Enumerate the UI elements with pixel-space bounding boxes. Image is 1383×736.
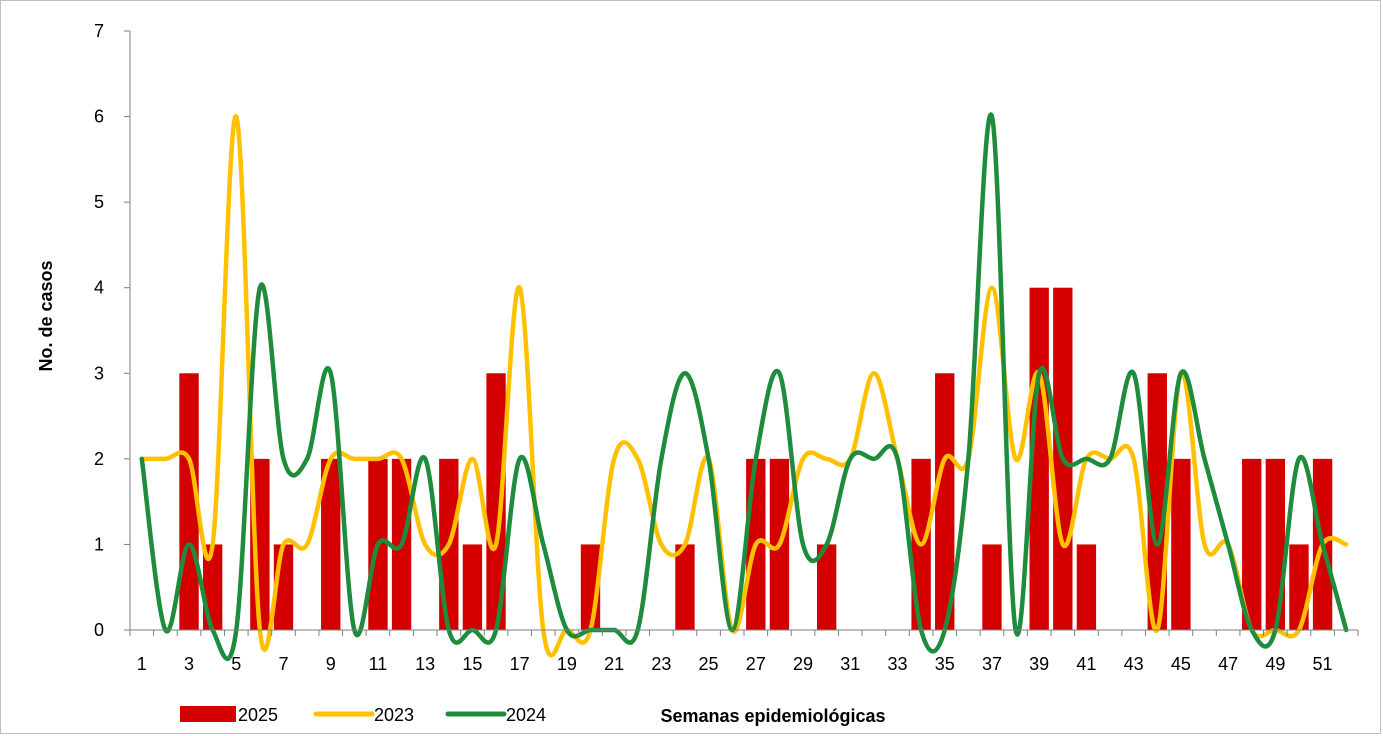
x-tick-label-31: 31	[840, 654, 860, 674]
y-tick-label-1: 1	[94, 534, 104, 554]
bar-week-9	[321, 458, 341, 630]
x-tick-label-21: 21	[604, 654, 624, 674]
y-tick-label-5: 5	[94, 192, 104, 212]
line-series	[139, 112, 1349, 662]
legend-label-2025: 2025	[238, 705, 278, 725]
bar-week-16	[486, 373, 506, 630]
y-tick-label-0: 0	[94, 620, 104, 640]
x-tick-label-51: 51	[1313, 654, 1333, 674]
x-tick-label-11: 11	[369, 654, 388, 674]
line-2024	[139, 112, 1349, 662]
legend-swatch-2025	[180, 706, 236, 722]
legend-label-2024: 2024	[506, 705, 546, 725]
y-tick-label-6: 6	[94, 107, 104, 127]
x-tick-label-33: 33	[887, 654, 907, 674]
x-tick-label-13: 13	[415, 654, 435, 674]
bar-week-30	[816, 544, 837, 630]
bar-week-35	[935, 373, 955, 630]
x-tick-label-9: 9	[326, 654, 336, 674]
x-tick-label-25: 25	[699, 654, 719, 674]
y-tick-label-3: 3	[94, 363, 104, 383]
x-axis-label: Semanas epidemiológicas	[660, 706, 885, 726]
bar-week-41	[1076, 544, 1097, 630]
x-tick-label-17: 17	[510, 654, 530, 674]
x-tick-label-45: 45	[1171, 654, 1191, 674]
x-tick-label-29: 29	[793, 654, 813, 674]
x-tick-label-35: 35	[935, 654, 955, 674]
bar-week-45	[1171, 458, 1191, 630]
y-tick-label-4: 4	[94, 278, 104, 298]
legend-label-2023: 2023	[374, 705, 414, 725]
bar-week-37	[982, 544, 1002, 630]
x-tick-label-23: 23	[651, 654, 671, 674]
bar-week-49	[1265, 458, 1286, 630]
x-tick-label-37: 37	[982, 654, 1002, 674]
x-tick-label-19: 19	[557, 654, 577, 674]
x-tick-label-49: 49	[1265, 654, 1285, 674]
bar-week-48	[1242, 458, 1262, 630]
y-axis-label: No. de casos	[36, 260, 56, 371]
x-tick-label-1: 1	[137, 654, 147, 674]
bar-week-24	[675, 544, 695, 630]
x-tick-label-47: 47	[1218, 654, 1238, 674]
x-tick-label-41: 41	[1076, 654, 1096, 674]
x-tick-label-27: 27	[746, 654, 766, 674]
x-tick-label-7: 7	[278, 654, 288, 674]
x-tick-label-15: 15	[462, 654, 482, 674]
bar-week-15	[462, 544, 483, 630]
y-tick-label-2: 2	[94, 449, 104, 469]
legend: 2025 2023 2024	[180, 705, 546, 725]
x-tick-label-39: 39	[1029, 654, 1049, 674]
x-tick-label-3: 3	[184, 654, 194, 674]
bar-week-44	[1147, 373, 1167, 630]
x-tick-label-43: 43	[1124, 654, 1144, 674]
x-tick-label-5: 5	[231, 654, 241, 674]
y-tick-label-7: 7	[94, 21, 104, 41]
